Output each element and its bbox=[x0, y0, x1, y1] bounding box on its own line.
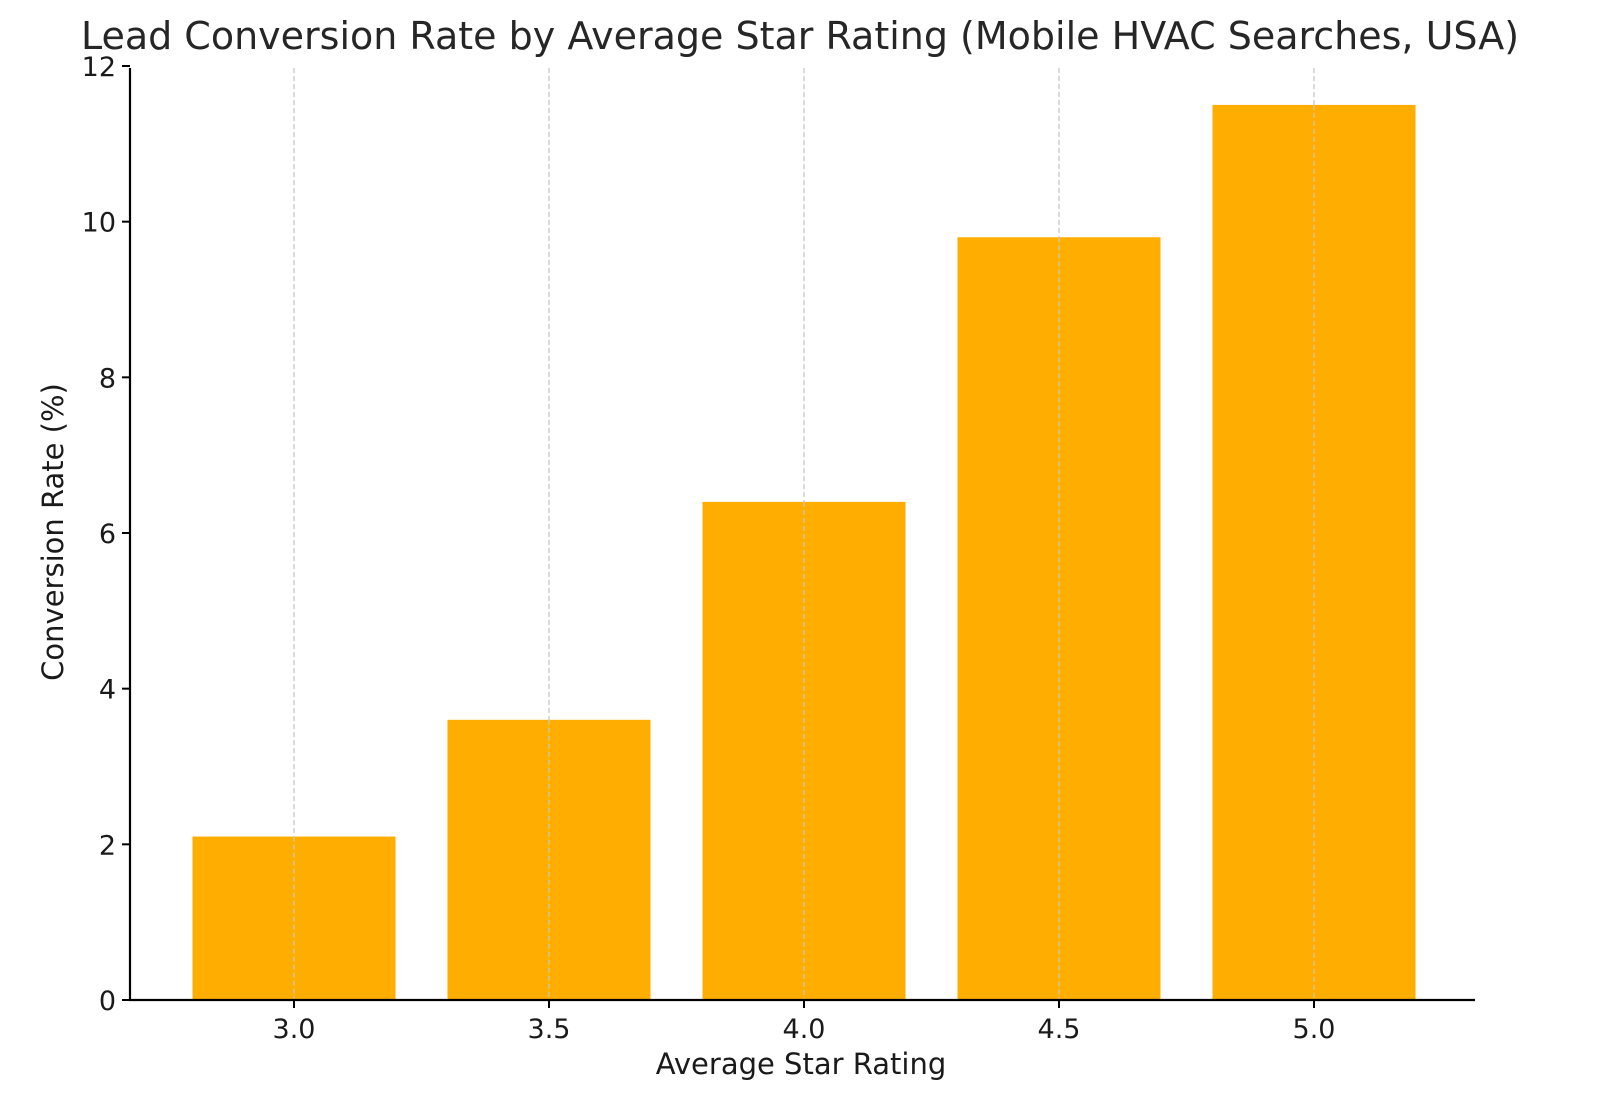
y-tick-label: 12 bbox=[82, 52, 116, 83]
y-tick-label: 2 bbox=[99, 830, 116, 861]
y-tick-label: 0 bbox=[99, 986, 116, 1017]
grid-lines-overlay bbox=[293, 104, 1315, 1000]
x-axis-label: Average Star Rating bbox=[656, 1047, 947, 1081]
y-tick-label: 6 bbox=[99, 519, 116, 550]
axes bbox=[128, 68, 1475, 1002]
x-tick-label: 3.0 bbox=[273, 1014, 316, 1045]
y-axis-label: Conversion Rate (%) bbox=[36, 383, 70, 681]
x-axis-ticks: 3.0 3.5 4.0 4.5 5.0 bbox=[273, 1000, 1336, 1045]
y-tick-label: 8 bbox=[99, 363, 116, 394]
y-axis-ticks: 0 2 4 6 8 10 12 bbox=[82, 52, 130, 1017]
x-tick-label: 4.0 bbox=[783, 1014, 826, 1045]
x-tick-label: 3.5 bbox=[528, 1014, 571, 1045]
chart-title: Lead Conversion Rate by Average Star Rat… bbox=[81, 14, 1519, 58]
x-tick-label: 5.0 bbox=[1293, 1014, 1336, 1045]
x-tick-label: 4.5 bbox=[1038, 1014, 1081, 1045]
y-tick-label: 10 bbox=[82, 208, 116, 239]
y-tick-label: 4 bbox=[99, 675, 116, 706]
